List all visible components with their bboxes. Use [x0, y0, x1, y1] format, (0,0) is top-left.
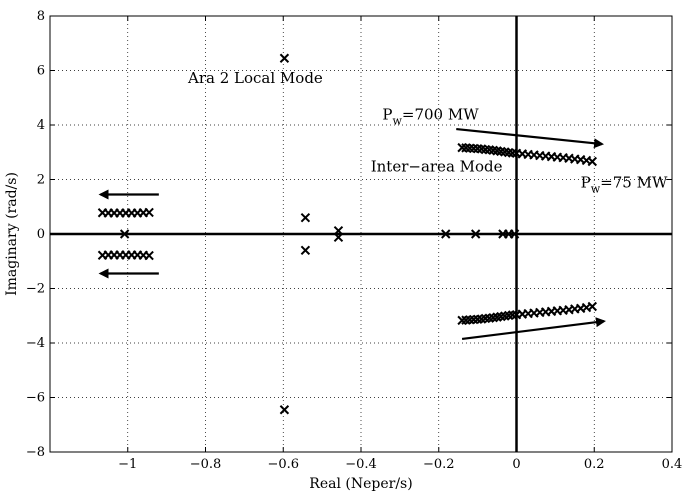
y-axis-label: Imaginary (rad/s)	[4, 172, 20, 296]
x-tick-label: −1	[118, 457, 137, 472]
pole-marker	[587, 156, 598, 167]
annotations: Ara 2 Local Mode Inter−area Mode Pw=700 MW…	[187, 69, 668, 196]
x-tick-label: 0.2	[584, 457, 605, 472]
axis-ticks: −1 −0.8 −0.6 −0.4 −0.2 0 0.2 0.4 −8 −6 −4 −2 0 2 4 6 8	[26, 9, 683, 472]
pole-marker	[509, 229, 520, 239]
pole-marker	[279, 405, 290, 415]
x-tick-label: −0.6	[267, 457, 299, 472]
x-tick-label: 0	[512, 457, 520, 472]
pole-marker	[587, 301, 598, 312]
x-tick-label: −0.8	[190, 457, 222, 472]
data-points	[97, 53, 598, 415]
annotation-label: Pw=75 MW	[581, 174, 668, 196]
y-tick-label: −2	[26, 282, 45, 297]
arrows	[98, 127, 606, 341]
y-tick-label: 0	[37, 227, 45, 242]
annotation-label: Ara 2 Local Mode	[187, 69, 323, 87]
x-tick-label: −0.2	[423, 457, 455, 472]
y-tick-label: −8	[26, 445, 45, 460]
x-tick-label: 0.4	[662, 457, 683, 472]
reference-lines	[50, 16, 672, 452]
x-axis-label: Real (Neper/s)	[309, 476, 412, 492]
annotation-label: Pw=700 MW	[382, 106, 479, 128]
pole-marker	[300, 245, 311, 256]
pole-marker	[441, 229, 451, 239]
y-tick-label: 8	[37, 9, 45, 24]
trajectory-arrow	[461, 317, 606, 341]
pole-marker	[470, 229, 481, 239]
pole-marker	[144, 250, 154, 261]
pole-marker	[300, 212, 311, 223]
pole-marker	[333, 232, 344, 242]
y-tick-label: −4	[26, 336, 45, 351]
trajectory-arrow	[456, 127, 605, 149]
pole-marker	[144, 207, 154, 218]
pole-marker	[279, 53, 290, 63]
annotation-label: Inter−area Mode	[371, 157, 503, 175]
y-tick-label: −6	[26, 391, 45, 406]
pole-marker	[119, 229, 130, 239]
y-tick-label: 2	[37, 173, 45, 188]
x-tick-label: −0.4	[345, 457, 377, 472]
y-tick-label: 6	[37, 64, 45, 79]
y-tick-label: 4	[37, 118, 45, 133]
